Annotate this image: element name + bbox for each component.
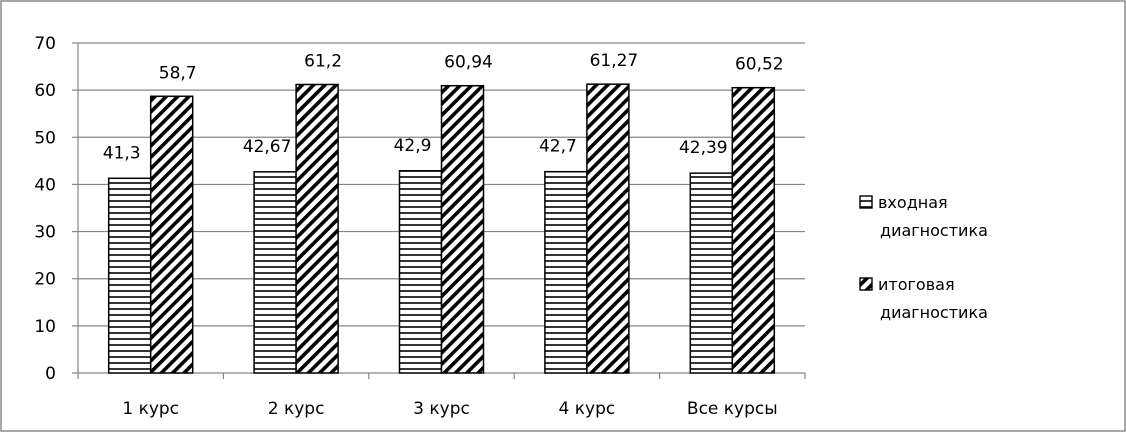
axis-layer: 0 10 20 30 40 50 60 70 1 курс 2 курс 3 курс 4 курс В… <box>34 34 806 419</box>
legend-label-line: диагностика <box>880 221 988 240</box>
x-tick-label: Все курсы <box>687 399 778 419</box>
bar-series-2 <box>731 86 776 374</box>
x-tick-label: 3 курс <box>413 399 470 419</box>
data-label: 42,67 <box>243 137 292 157</box>
legend-item: входная диагностика <box>859 193 988 240</box>
y-tick-label: 70 <box>34 34 56 54</box>
legend-label-line: диагностика <box>880 303 988 322</box>
legend-item: итоговая диагностика <box>859 275 988 322</box>
y-tick-label: 20 <box>34 270 56 290</box>
x-tick-label: 4 курс <box>559 399 616 419</box>
bar-series-2 <box>149 95 194 374</box>
legend-swatch <box>859 195 873 209</box>
data-label: 42,39 <box>679 138 728 158</box>
y-tick-label: 0 <box>45 364 56 384</box>
bar-series-1 <box>689 172 734 374</box>
y-tick-label: 40 <box>34 175 56 195</box>
y-tick-label: 30 <box>34 223 56 243</box>
bar-series-1 <box>107 177 152 374</box>
legend-label-line: итоговая <box>878 275 955 294</box>
bar-series-2 <box>586 83 630 374</box>
data-label: 41,3 <box>103 143 141 163</box>
legend-swatch <box>859 277 873 291</box>
bar-series-1 <box>398 170 443 374</box>
bar-series-2 <box>440 84 485 374</box>
legend: входная диагностика итоговая диагностика <box>859 193 988 322</box>
y-tick-label: 50 <box>34 128 56 148</box>
data-label: 42,9 <box>394 136 432 156</box>
data-label: 60,52 <box>735 55 784 75</box>
bar-series-2 <box>295 83 339 374</box>
data-label: 58,7 <box>159 63 197 83</box>
data-label: 60,94 <box>444 53 493 73</box>
bar-series-1 <box>253 171 297 374</box>
y-tick-label: 10 <box>34 317 56 337</box>
data-label: 42,7 <box>539 137 577 157</box>
legend-label-line: входная <box>878 193 948 212</box>
y-tick-label: 60 <box>34 81 56 101</box>
labels-layer: 41,3 42,67 42,9 42,7 42,39 58,7 61,2 60,94 61,27… <box>103 51 784 163</box>
x-tick-label: 2 курс <box>268 399 325 419</box>
x-tick-label: 1 курс <box>122 399 179 419</box>
bar-series-1 <box>544 170 588 374</box>
data-label: 61,2 <box>304 51 342 71</box>
bars-layer <box>107 83 776 374</box>
data-label: 61,27 <box>590 51 639 71</box>
